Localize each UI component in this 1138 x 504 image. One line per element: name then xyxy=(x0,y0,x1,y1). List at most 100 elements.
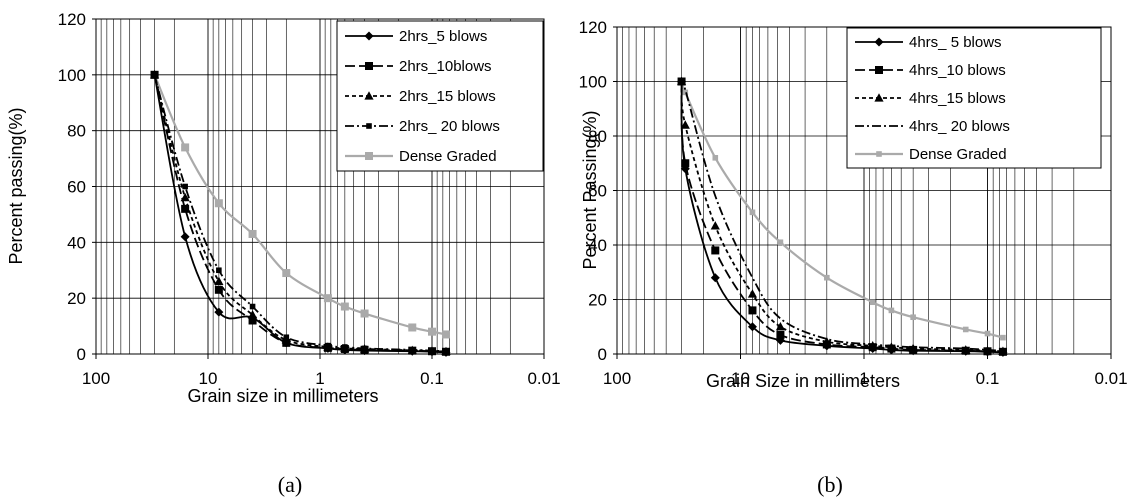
data-point xyxy=(711,246,720,255)
y-tick-label: 0 xyxy=(77,345,86,364)
x-tick-label: 10 xyxy=(731,369,750,388)
legend-entry-label: 4hrs_15 blows xyxy=(909,90,1006,107)
data-point xyxy=(360,309,369,318)
y-tick-label: 60 xyxy=(67,178,86,197)
y-tick-label: 100 xyxy=(58,66,86,85)
data-point xyxy=(749,209,756,216)
data-point xyxy=(776,330,785,339)
data-point xyxy=(361,345,368,352)
x-tick-label: 10 xyxy=(199,369,218,388)
y-tick-label: 80 xyxy=(588,127,607,146)
data-point xyxy=(181,143,190,152)
data-point xyxy=(998,346,1008,355)
data-point xyxy=(409,347,416,353)
series-3 xyxy=(151,72,449,355)
legend-swatch-marker xyxy=(875,66,883,74)
legend-swatch-marker xyxy=(366,123,372,129)
data-point xyxy=(747,322,757,332)
legend-entry-label: Dense Graded xyxy=(399,148,497,165)
y-tick-label: 100 xyxy=(579,73,607,92)
legend-box xyxy=(846,27,1102,169)
x-tick-label: 0.1 xyxy=(976,369,1000,388)
y-axis-label: Percent Passing(%) xyxy=(580,110,600,269)
data-point xyxy=(214,285,223,294)
data-point xyxy=(282,269,291,278)
series-4 xyxy=(150,70,450,339)
data-point xyxy=(283,334,290,341)
y-tick-label: 120 xyxy=(58,10,86,29)
data-point xyxy=(429,347,435,354)
legend-swatch-marker xyxy=(876,151,882,157)
data-point xyxy=(441,330,450,339)
data-point xyxy=(888,307,895,314)
data-point xyxy=(747,289,758,298)
data-point xyxy=(180,192,190,202)
data-point xyxy=(777,239,784,246)
legend-entry-label: 4hrs_ 20 blows xyxy=(909,118,1010,135)
legend-entry-label: 2hrs_15 blows xyxy=(399,88,496,105)
data-point xyxy=(340,302,349,311)
legend-swatch-marker xyxy=(365,152,373,160)
data-point xyxy=(710,221,720,230)
series-line xyxy=(153,74,447,353)
legend-swatch-marker xyxy=(364,91,374,100)
data-point xyxy=(428,327,436,336)
data-point xyxy=(680,120,690,129)
y-tick-label: 80 xyxy=(67,122,86,141)
series-line xyxy=(680,78,1003,352)
data-point xyxy=(182,183,188,190)
legend-swatch-marker xyxy=(365,62,373,70)
series-4 xyxy=(678,78,1006,341)
chart-panel-1: 0 20 40 60 80 100 120 100 10 1 0.1 0.01 Grain Size i… xyxy=(579,18,1128,497)
x-tick-label: 0.01 xyxy=(1094,369,1127,388)
data-point xyxy=(151,72,158,78)
series-3 xyxy=(680,78,1003,352)
data-point xyxy=(681,159,690,168)
legend-entry-label: Dense Graded xyxy=(909,146,1007,163)
data-point xyxy=(325,342,331,349)
x-tick-label: 100 xyxy=(603,369,631,388)
legend-entry-label: 2hrs_5 blows xyxy=(399,28,487,45)
x-tick-label: 100 xyxy=(82,369,110,388)
legend-entry-label: 2hrs_10blows xyxy=(399,58,492,75)
figure-caption: (b) xyxy=(817,472,843,497)
data-point xyxy=(323,294,332,303)
legend: 4hrs_ 5 blows 4hrs_10 blows 4hrs_15 blows 4… xyxy=(846,27,1102,169)
data-point xyxy=(342,344,348,350)
y-tick-label: 20 xyxy=(67,289,86,308)
data-point xyxy=(181,204,190,213)
data-point xyxy=(910,314,916,321)
chart-panel-0: 0 20 40 60 80 100 120 100 10 1 0.1 0.01 Grain size i… xyxy=(6,10,561,497)
data-point xyxy=(962,326,969,333)
y-tick-label: 40 xyxy=(588,236,607,255)
data-point xyxy=(824,274,830,281)
data-point xyxy=(984,330,991,337)
data-point xyxy=(822,336,832,346)
y-tick-label: 0 xyxy=(598,345,607,364)
data-point xyxy=(214,307,224,317)
x-axis-label: Grain Size in millimeters xyxy=(706,371,900,391)
legend-entry-label: 2hrs_ 20 blows xyxy=(399,118,500,135)
legend-swatch-marker xyxy=(364,31,374,41)
data-point xyxy=(1000,334,1006,341)
y-axis-label: Percent passing(%) xyxy=(6,107,26,264)
data-point xyxy=(180,232,190,242)
data-point xyxy=(443,348,449,355)
x-axis-label: Grain size in millimeters xyxy=(187,386,378,406)
data-point xyxy=(249,303,256,310)
y-tick-label: 60 xyxy=(588,182,607,201)
data-point xyxy=(775,321,786,331)
data-point xyxy=(214,199,223,208)
data-point xyxy=(748,306,757,315)
data-point xyxy=(869,299,876,306)
y-tick-label: 40 xyxy=(67,233,86,252)
legend-entry-label: 4hrs_ 5 blows xyxy=(909,34,1002,51)
data-point xyxy=(248,316,257,325)
data-point xyxy=(408,323,417,332)
x-tick-label: 0.1 xyxy=(420,369,444,388)
x-tick-label: 1 xyxy=(859,369,868,388)
legend-swatch-marker xyxy=(874,37,884,47)
figure-caption: (a) xyxy=(278,472,302,497)
data-point xyxy=(712,155,719,161)
